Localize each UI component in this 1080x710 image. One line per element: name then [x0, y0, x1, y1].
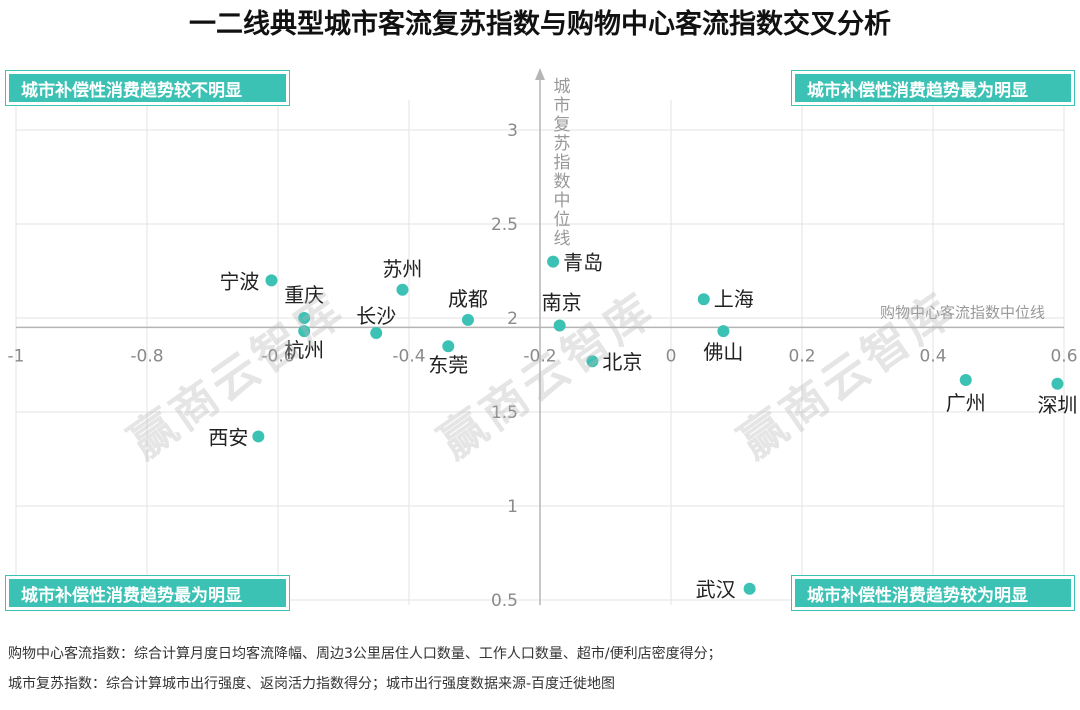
data-label-杭州: 杭州	[284, 338, 324, 362]
y-axis-label: 城市复苏指数中位线	[554, 77, 571, 249]
y-tick-label: 2	[507, 309, 518, 329]
data-point-广州	[959, 374, 972, 387]
tick-labels: -1 -0.8 -0.6 -0.4 -0.2 0 0.2 0.4 0.6 0.5 1 1.5 2 2.5 3	[8, 121, 1078, 611]
data-point-宁波	[265, 274, 278, 287]
x-tick-label: -0.8	[130, 346, 163, 366]
quadrant-label-top-left: 城市补偿性消费趋势较不明显	[5, 70, 290, 106]
median-axes	[16, 68, 1064, 605]
data-label-佛山: 佛山	[703, 340, 743, 364]
data-point-东莞	[442, 340, 455, 353]
data-point-成都	[461, 313, 474, 326]
data-label-南京: 南京	[542, 291, 582, 315]
x-tick-label: -1	[8, 346, 25, 366]
data-point-苏州	[396, 283, 409, 296]
data-point-西安	[252, 430, 265, 443]
data-point-南京	[553, 319, 566, 332]
data-label-长沙: 长沙	[356, 304, 396, 328]
data-label-上海: 上海	[714, 287, 754, 311]
data-label-宁波: 宁波	[219, 269, 259, 293]
x-axis-label: 购物中心客流指数中位线	[880, 303, 1045, 321]
data-point-杭州	[298, 325, 311, 338]
data-label-东莞: 东莞	[428, 353, 468, 377]
data-label-苏州: 苏州	[382, 257, 422, 281]
data-point-深圳	[1051, 377, 1064, 390]
data-point-重庆	[298, 312, 311, 324]
y-axis-arrow	[535, 68, 545, 80]
quadrant-label-bottom-left: 城市补偿性消费趋势最为明显	[5, 575, 290, 611]
data-label-青岛: 青岛	[563, 251, 603, 275]
data-label-广州: 广州	[946, 391, 986, 415]
y-tick-label: 1.5	[491, 403, 518, 423]
data-label-成都: 成都	[448, 287, 488, 311]
data-point-北京	[586, 355, 599, 368]
data-label-西安: 西安	[208, 425, 248, 449]
scatter-plot: -1 -0.8 -0.6 -0.4 -0.2 0 0.2 0.4 0.6 0.5 1 1.5 2 2.5 3…	[8, 68, 1078, 611]
x-tick-label: -0.6	[261, 346, 294, 366]
y-tick-label: 1	[507, 497, 518, 517]
x-tick-label: 0	[666, 346, 677, 366]
data-label-武汉: 武汉	[696, 578, 736, 602]
x-tick-label: 0.4	[919, 346, 946, 366]
data-point-武汉	[743, 582, 756, 595]
data-point-佛山	[717, 325, 730, 338]
data-label-重庆: 重庆	[284, 283, 324, 307]
data-point-长沙	[370, 327, 383, 340]
footnote-shopping-index: 购物中心客流指数：综合计算月度日均客流降幅、周边3公里居住人口数量、工作人口数量…	[8, 646, 722, 662]
data-label-北京: 北京	[602, 350, 642, 374]
y-tick-label: 3	[507, 121, 518, 141]
data-point-青岛	[547, 255, 560, 268]
x-tick-label: -0.2	[523, 346, 556, 366]
footnote-city-index: 城市复苏指数：综合计算城市出行强度、返岗活力指数得分；城市出行强度数据来源-百度…	[8, 676, 616, 692]
quadrant-label-bottom-right: 城市补偿性消费趋势较为明显	[791, 575, 1075, 611]
x-tick-label: 0.2	[788, 346, 815, 366]
chart-title: 一二线典型城市客流复苏指数与购物中心客流指数交叉分析	[189, 9, 891, 40]
y-tick-label: 2.5	[491, 215, 518, 235]
quadrant-label-top-right: 城市补偿性消费趋势最为明显	[791, 70, 1075, 106]
data-label-深圳: 深圳	[1037, 393, 1077, 417]
data-point-上海	[697, 293, 710, 306]
x-tick-label: 0.6	[1050, 346, 1077, 366]
y-tick-label: 0.5	[491, 591, 518, 611]
x-tick-label: -0.4	[392, 346, 425, 366]
